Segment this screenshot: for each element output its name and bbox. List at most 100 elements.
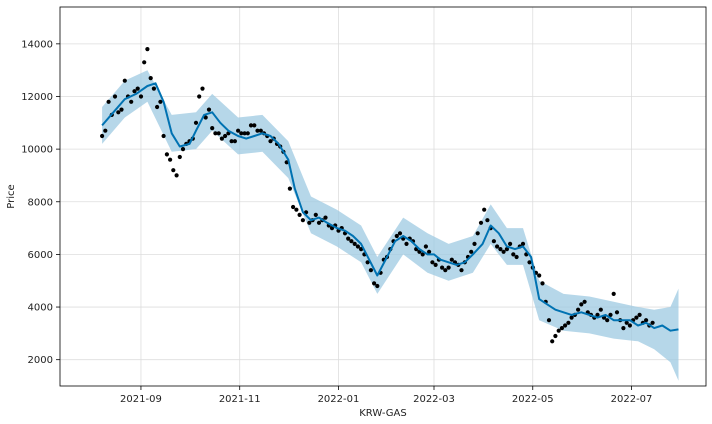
observed-point <box>294 207 299 212</box>
observed-point <box>268 139 273 144</box>
observed-point <box>614 310 620 315</box>
y-axis-ticks: 2000 4000 6000 8000 10000 12000 14000 <box>21 39 60 366</box>
observed-point <box>375 283 380 289</box>
observed-point <box>546 318 552 323</box>
x-tick-label: 2022-01 <box>318 394 360 405</box>
observed-point <box>540 281 545 286</box>
observed-point <box>627 323 633 328</box>
observed-point <box>553 333 558 339</box>
observed-point <box>232 139 237 144</box>
observed-point <box>566 320 571 325</box>
observed-point <box>634 315 639 320</box>
observed-point <box>475 231 480 236</box>
observed-point <box>598 307 603 312</box>
observed-point <box>346 236 351 241</box>
observed-point <box>440 265 445 270</box>
observed-point <box>491 239 496 244</box>
observed-point <box>210 126 215 131</box>
x-tick-label: 2021-11 <box>219 394 261 405</box>
observed-point <box>624 320 629 325</box>
observed-point <box>138 94 144 99</box>
observed-point <box>608 312 613 317</box>
y-tick-label: 10000 <box>21 145 53 156</box>
x-tick-label: 2021-09 <box>120 394 162 405</box>
x-tick-label: 2022-03 <box>413 394 455 405</box>
observed-point <box>563 323 568 328</box>
observed-point <box>621 326 626 331</box>
observed-point <box>582 299 587 304</box>
observed-point <box>372 281 377 286</box>
observed-point <box>501 249 506 254</box>
observed-point <box>579 302 584 307</box>
observed-point <box>229 139 234 144</box>
observed-point <box>116 110 121 115</box>
observed-point <box>433 262 438 267</box>
observed-point <box>148 76 153 81</box>
observed-point <box>430 260 435 265</box>
observed-point <box>245 131 250 136</box>
observed-point <box>605 318 610 323</box>
observed-point <box>313 212 318 217</box>
observed-point <box>158 99 163 104</box>
forecast-line <box>101 82 679 332</box>
observed-point <box>495 244 500 249</box>
observed-point <box>511 252 516 257</box>
observed-point <box>297 212 302 217</box>
observed-point <box>355 244 360 249</box>
observed-point <box>443 268 448 273</box>
observed-point <box>223 133 228 139</box>
observed-point <box>482 207 487 212</box>
observed-point <box>576 307 581 312</box>
observed-point <box>242 131 247 136</box>
observed-point <box>637 312 642 317</box>
observed-point <box>203 115 208 120</box>
observed-point <box>171 168 176 173</box>
observed-point <box>300 218 305 223</box>
observed-point <box>514 254 519 260</box>
observed-point <box>352 241 357 246</box>
observed-point <box>255 128 260 133</box>
observed-point <box>459 268 464 273</box>
observed-point <box>248 123 254 128</box>
x-axis-ticks: 2021-09 2021-11 2022-01 2022-03 2022-05 2022-… <box>120 386 652 405</box>
observed-point <box>550 339 555 344</box>
observed-point <box>307 220 312 225</box>
observed-point <box>365 260 370 265</box>
observed-point <box>129 99 134 104</box>
y-tick-label: 4000 <box>28 303 53 314</box>
observed-point <box>611 291 616 296</box>
observed-point <box>349 239 354 244</box>
x-axis-title: KRW-GAS <box>359 408 407 419</box>
observed-point <box>161 133 166 139</box>
observed-point <box>323 215 328 220</box>
uncertainty-band-layer <box>102 70 679 381</box>
observed-point <box>206 107 212 112</box>
observed-point <box>485 218 490 223</box>
observed-point <box>644 318 649 323</box>
x-tick-label: 2022-05 <box>512 394 554 405</box>
observed-point <box>112 94 118 99</box>
x-tick-label: 2022-07 <box>611 394 653 405</box>
observed-point <box>569 315 574 320</box>
y-axis-title: Price <box>6 184 17 208</box>
observed-point <box>478 220 484 225</box>
observed-point <box>404 241 409 246</box>
observed-point <box>446 265 451 270</box>
observed-point <box>193 120 199 125</box>
observed-point <box>177 154 182 160</box>
observed-point <box>100 133 105 139</box>
uncertainty-band <box>102 70 679 381</box>
observed-point <box>174 173 179 178</box>
observed-point <box>219 136 224 141</box>
observed-point <box>427 249 432 254</box>
observed-point <box>145 47 150 52</box>
observed-point <box>556 328 561 333</box>
observed-point <box>595 312 600 317</box>
observed-point <box>164 152 169 157</box>
observed-point <box>119 107 124 112</box>
observed-point <box>213 131 218 136</box>
observed-point <box>520 241 526 246</box>
plot-frame <box>59 6 707 387</box>
observed-point <box>122 78 127 83</box>
